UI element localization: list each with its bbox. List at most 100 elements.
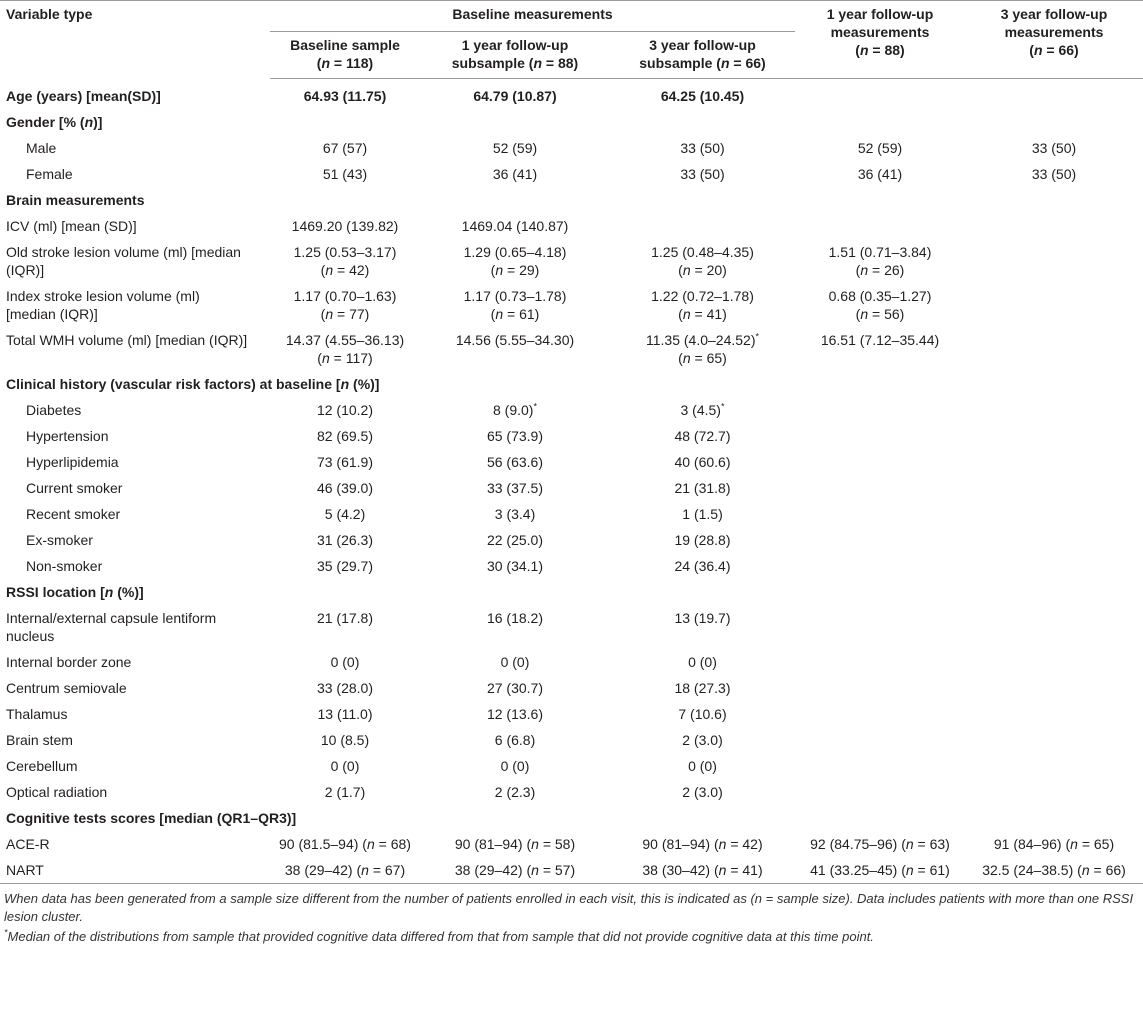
cell: 1469.04 (140.87) [420, 213, 610, 239]
cell: 67 (57) [270, 135, 420, 161]
cell [965, 423, 1143, 449]
cell-text: 90 (81.5–94) (n = 68) [279, 836, 411, 852]
row-label-text: Thalamus [6, 706, 68, 722]
cell: 2 (1.7) [270, 779, 420, 805]
column-header-line: (n = 66) [1029, 42, 1079, 58]
cell-text-line: 0.68 (0.35–1.27) [828, 288, 932, 304]
cell-text: 33 (37.5) [486, 480, 544, 496]
cell-text: 56 (63.6) [486, 454, 544, 470]
cell: 64.25 (10.45) [610, 79, 795, 110]
cell-text: 36 (41) [492, 166, 538, 182]
header-row: Variable type Baseline measurements 1 year… [0, 0, 1143, 79]
section-title-text: RSSI location [n (%)] [6, 584, 144, 600]
section-row: Clinical history (vascular risk factors)… [0, 371, 1143, 397]
cell: 30 (34.1) [420, 553, 610, 579]
row-label: Internal border zone [0, 649, 270, 675]
row-label-text: Ex-smoker [26, 532, 93, 548]
cell: 0 (0) [420, 649, 610, 675]
cell [795, 213, 965, 239]
cell [795, 727, 965, 753]
cell-text-line: (n = 26) [855, 262, 905, 278]
cell-text: 73 (61.9) [316, 454, 374, 470]
section-title: Brain measurements [0, 187, 1143, 213]
cell [795, 475, 965, 501]
row-label-text: Centrum semiovale [6, 680, 127, 696]
cell: 22 (25.0) [420, 527, 610, 553]
section-row: Brain measurements [0, 187, 1143, 213]
cell: 91 (84–96) (n = 65) [965, 831, 1143, 857]
row-label: Recent smoker [0, 501, 270, 527]
cell [965, 553, 1143, 579]
column-header-line: measurements [830, 24, 930, 40]
cell-text-line: (n = 20) [678, 262, 727, 278]
row-label: Female [0, 161, 270, 187]
section-title-text: Gender [% (n)] [6, 114, 103, 130]
cell-text: 21 (17.8) [316, 610, 374, 626]
cell-text: 51 (43) [322, 166, 368, 182]
cell-text: 64.79 (10.87) [473, 88, 557, 104]
header-group: Baseline measurements [270, 0, 795, 32]
header-cell: 3 year follow-up subsample (n = 66) [610, 31, 795, 79]
cell: 12 (13.6) [420, 701, 610, 727]
cell-text: 1 (1.5) [682, 506, 723, 522]
cell-text: 12 (10.2) [316, 402, 374, 418]
data-row: Index stroke lesion volume (ml) [median (… [0, 283, 1143, 327]
cell: 2 (2.3) [420, 779, 610, 805]
cell-text: 33 (50) [680, 140, 725, 156]
row-label-text: Diabetes [26, 402, 82, 418]
header-row: Baseline sample (n = 118) 1 year follow-up… [0, 31, 1143, 79]
cell-text-line: (n = 65) [678, 350, 727, 366]
cell [795, 397, 965, 423]
section-title: Cognitive tests scores [median (QR1–QR3)… [0, 805, 1143, 831]
row-label-text: ICV (ml) [mean (SD)] [6, 218, 137, 234]
cell-text: 64.93 (11.75) [303, 88, 387, 104]
data-row: ICV (ml) [mean (SD)] 1469.20 (139.82) 1469… [0, 213, 1143, 239]
header-cell: 3 year follow-up measurements (n = 66) [965, 0, 1143, 79]
cell: 33 (50) [610, 161, 795, 187]
cell-text: 3 (4.5)* [680, 401, 725, 418]
cell: 13 (11.0) [270, 701, 420, 727]
cell: 14.37 (4.55–36.13) (n = 117) [270, 327, 420, 371]
cell-text: 91 (84–96) (n = 65) [993, 836, 1115, 852]
cell-text: 33 (50) [1031, 140, 1077, 156]
cell: 3 (3.4) [420, 501, 610, 527]
cell [795, 423, 965, 449]
footnotes: When data has been generated from a samp… [0, 884, 1143, 946]
row-label: Centrum semiovale [0, 675, 270, 701]
section-title-text: Cognitive tests scores [median (QR1–QR3)… [6, 810, 297, 826]
footnote: *Median of the distributions from sample… [4, 927, 874, 944]
cell-text: 2 (3.0) [682, 784, 723, 800]
cell [965, 283, 1143, 327]
section-title: Gender [% (n)] [0, 109, 1143, 135]
cell-text: 16 (18.2) [486, 610, 544, 626]
cell-text: 90 (81–94) (n = 58) [454, 836, 576, 852]
row-label-text: Female [26, 166, 73, 182]
row-label-text-line: Old stroke lesion volume (ml) [median [6, 244, 241, 260]
cell: 46 (39.0) [270, 475, 420, 501]
row-label-text: NART [6, 862, 44, 878]
row-label: Optical radiation [0, 779, 270, 805]
section-title-text: Brain measurements [6, 192, 145, 208]
cell: 33 (37.5) [420, 475, 610, 501]
data-row: Internal/external capsule lentiform nucle… [0, 605, 1143, 649]
cell [965, 213, 1143, 239]
cell-text: 36 (41) [857, 166, 903, 182]
cell: 33 (28.0) [270, 675, 420, 701]
column-header-line: measurements [1004, 24, 1104, 40]
cell [965, 449, 1143, 475]
header-group-text: Baseline measurements [452, 6, 613, 22]
cell: 64.79 (10.87) [420, 79, 610, 110]
column-header-line: Baseline sample [290, 37, 400, 53]
row-label-text-line: [median (IQR)] [6, 306, 98, 322]
row-label: ICV (ml) [mean (SD)] [0, 213, 270, 239]
cell: 16.51 (7.12–35.44) [795, 327, 965, 371]
cell [965, 527, 1143, 553]
cell-text: 19 (28.8) [674, 532, 731, 548]
cell-text: 92 (84.75–96) (n = 63) [810, 836, 950, 852]
cell-text: 16.51 (7.12–35.44) [820, 332, 940, 348]
cell: 19 (28.8) [610, 527, 795, 553]
cell: 64.93 (11.75) [270, 79, 420, 110]
cell: 38 (30–42) (n = 41) [610, 857, 795, 884]
cell: 38 (29–42) (n = 57) [420, 857, 610, 884]
